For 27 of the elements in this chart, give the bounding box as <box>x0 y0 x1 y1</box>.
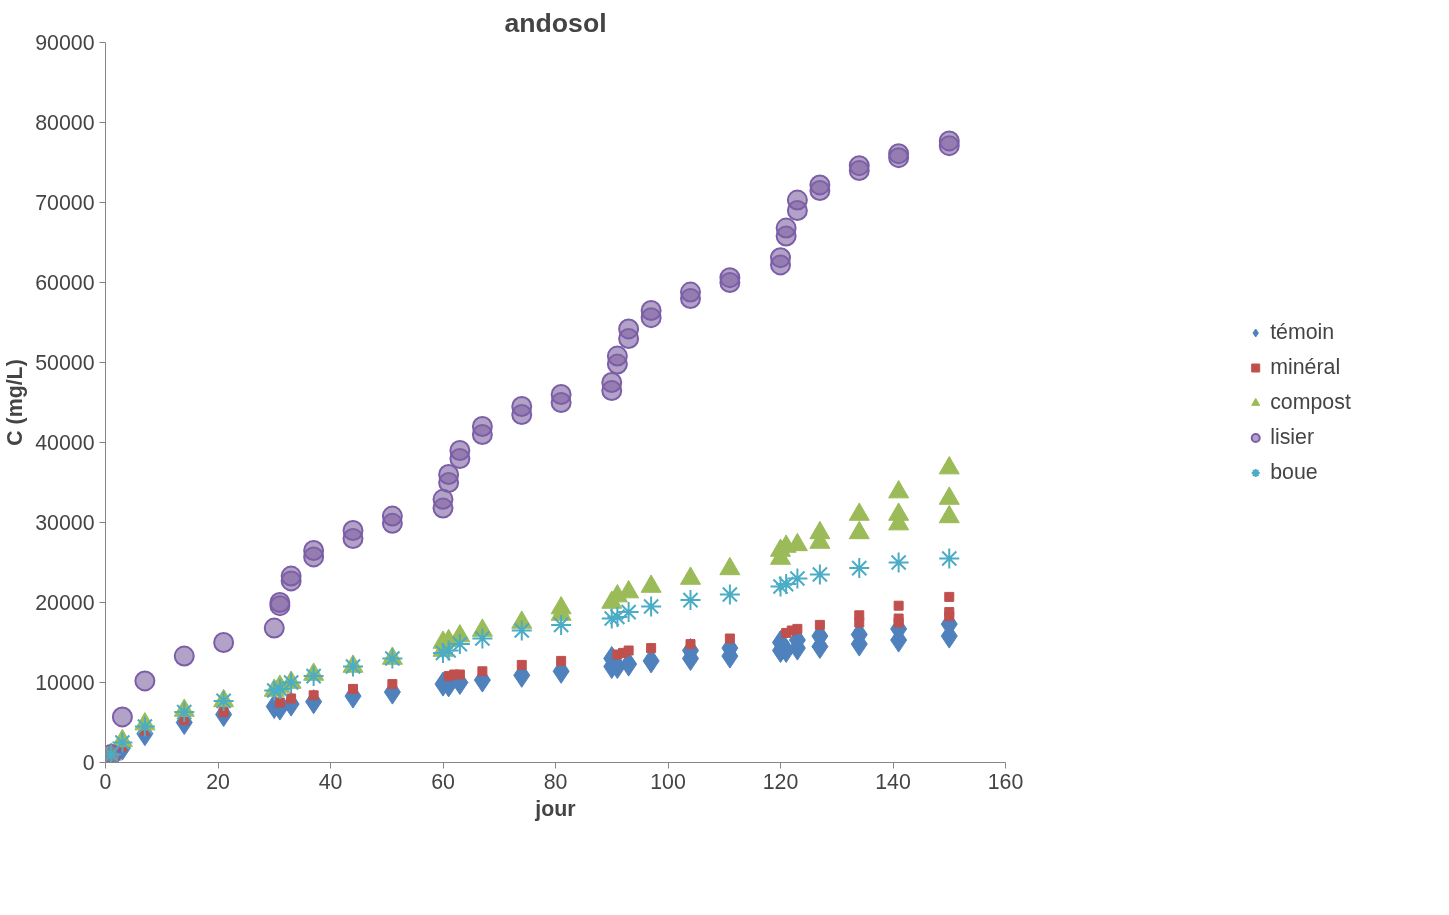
y-tick-label: 0 <box>82 751 95 775</box>
x-tick-label: 100 <box>650 769 686 794</box>
legend-label: témoin <box>1270 319 1335 345</box>
x-tick-label: 40 <box>318 769 343 794</box>
y-tick-label: 60000 <box>35 271 95 295</box>
x-tick-label: 60 <box>431 769 455 794</box>
y-tick-label: 90000 <box>35 31 95 55</box>
y-tick-label: 10000 <box>35 671 95 695</box>
chart-title: andosol <box>504 7 607 38</box>
y-tick-label: 40000 <box>35 431 95 455</box>
y-tick-label: 50000 <box>35 351 95 375</box>
x-tick-label: 0 <box>99 769 112 794</box>
x-tick-label: 120 <box>762 769 799 794</box>
x-tick-label: 80 <box>543 769 568 794</box>
y-tick-label: 20000 <box>35 591 95 615</box>
y-axis-title: C (mg/L) <box>3 359 28 446</box>
legend-label: minéral <box>1270 354 1341 380</box>
legend-label: lisier <box>1270 424 1315 450</box>
x-tick-label: 140 <box>875 769 911 794</box>
x-axis-title: jour <box>534 796 576 821</box>
x-tick-label: 160 <box>987 769 1024 794</box>
legend-label: compost <box>1270 389 1351 415</box>
legend-label: boue <box>1270 459 1318 485</box>
y-tick-label: 70000 <box>35 191 95 215</box>
y-tick-label: 30000 <box>35 511 95 535</box>
y-tick-label: 80000 <box>35 111 95 135</box>
x-tick-label: 20 <box>206 769 230 794</box>
